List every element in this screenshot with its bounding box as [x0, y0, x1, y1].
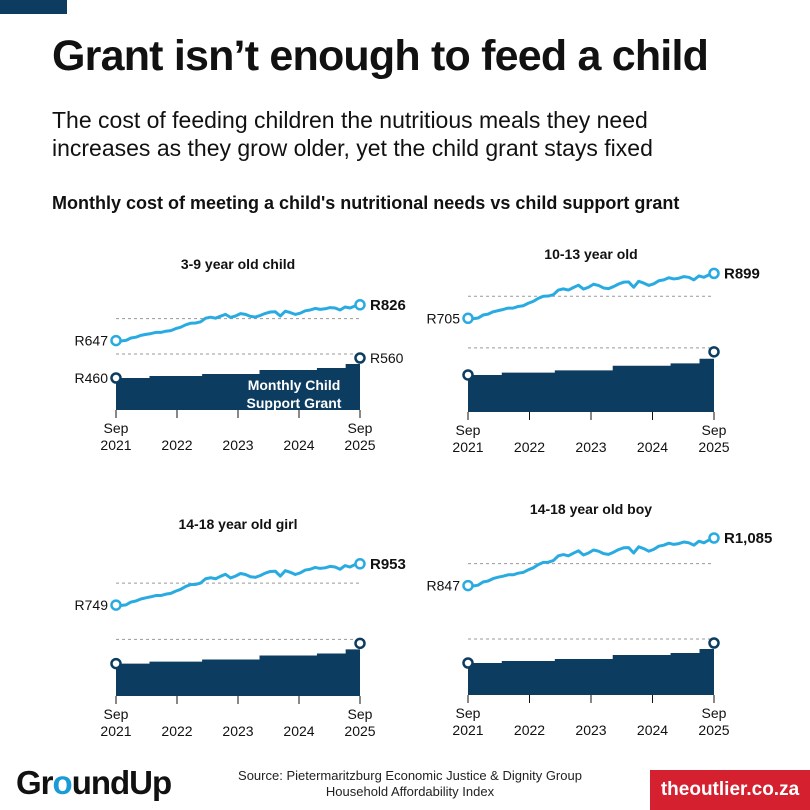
panel-title: 10-13 year old [544, 246, 637, 262]
x-tick-label: Sep [348, 420, 373, 436]
x-tick-label: 2023 [222, 437, 253, 453]
logo-text-right: undUp [71, 764, 172, 801]
cost-start-marker [110, 599, 122, 611]
x-tick-label: Sep [456, 422, 481, 438]
x-tick-label: 2024 [283, 437, 314, 453]
grant-end-marker [354, 352, 366, 364]
grant-area [116, 643, 360, 696]
x-tick-label: 2025 [344, 437, 375, 453]
panel-title: 3-9 year old child [181, 256, 295, 272]
source-note: Source: Pietermaritzburg Economic Justic… [238, 768, 582, 799]
cost-end-label: R899 [724, 265, 760, 282]
cost-end-marker [354, 558, 366, 570]
x-tick-label: 2023 [575, 439, 606, 455]
cost-start-marker [462, 579, 474, 592]
x-tick-label: 2023 [222, 723, 253, 739]
cost-line [115, 562, 361, 607]
x-tick-label: 2024 [637, 722, 668, 738]
cost-start-marker [110, 334, 122, 347]
cost-end-label: R826 [370, 297, 406, 314]
cost-end-label: R953 [370, 556, 406, 573]
panel-title: 14-18 year old boy [530, 501, 652, 517]
cost-start-label: R647 [75, 333, 109, 349]
logo-text-o: o [52, 764, 73, 801]
cost-end-marker [708, 267, 720, 280]
grant-end-label: R560 [370, 350, 404, 366]
chart-panel-3-9: 3-9 year old child R647 R826 R460 R560 Monthl… [75, 256, 406, 453]
x-tick-label: 2025 [344, 723, 375, 739]
grant-area [468, 643, 714, 695]
groundup-logo: GroundUp [16, 764, 172, 802]
panel-title: 14-18 year old girl [178, 516, 297, 532]
x-tick-label: 2024 [637, 439, 668, 455]
cost-start-label: R705 [427, 310, 461, 326]
cost-line [467, 271, 715, 321]
cost-line [467, 536, 715, 588]
logo-text-left: Gr [16, 764, 54, 801]
x-tick-label: 2022 [514, 722, 545, 738]
x-tick-label: 2025 [698, 439, 729, 455]
cost-end-marker [708, 532, 720, 544]
x-tick-label: 2024 [283, 723, 314, 739]
cost-start-label: R749 [75, 597, 109, 613]
x-tick-label: 2022 [161, 723, 192, 739]
grant-end-marker [708, 637, 720, 649]
cost-end-marker [354, 299, 366, 311]
grant-area [116, 358, 360, 410]
grant-area [468, 351, 714, 412]
cost-end-label: R1,085 [724, 530, 772, 547]
grant-end-marker [354, 637, 366, 650]
grant-start-label: R460 [75, 370, 109, 386]
x-tick-label: 2022 [161, 437, 192, 453]
cost-line [115, 303, 361, 343]
chart-heading: Monthly cost of meeting a child's nutrit… [52, 193, 680, 213]
x-tick-label: 2025 [698, 722, 729, 738]
grant-inline-label: Monthly Child [248, 377, 341, 393]
x-tick-label: 2022 [514, 439, 545, 455]
grant-start-marker [110, 372, 122, 384]
x-tick-label: Sep [348, 706, 373, 722]
x-tick-label: Sep [456, 705, 481, 721]
grant-start-marker [462, 657, 474, 669]
cost-start-label: R847 [427, 578, 461, 594]
x-tick-label: Sep [104, 706, 129, 722]
grant-start-marker [110, 657, 122, 670]
x-tick-label: Sep [702, 705, 727, 721]
grant-start-marker [462, 369, 474, 381]
top-accent-bar [0, 0, 67, 14]
x-tick-label: 2021 [100, 437, 131, 453]
grant-inline-label: Support Grant [247, 395, 342, 411]
x-tick-label: 2021 [452, 722, 483, 738]
x-tick-label: 2023 [575, 722, 606, 738]
outlier-brand-badge[interactable]: theoutlier.co.za [650, 770, 810, 810]
cost-start-marker [462, 312, 474, 325]
grant-end-marker [708, 346, 720, 358]
x-tick-label: 2021 [452, 439, 483, 455]
page-subtitle: The cost of feeding children the nutriti… [52, 107, 653, 161]
x-tick-label: Sep [702, 422, 727, 438]
x-tick-label: 2021 [100, 723, 131, 739]
x-tick-label: Sep [104, 420, 129, 436]
page-title: Grant isn’t enough to feed a child [52, 32, 709, 80]
